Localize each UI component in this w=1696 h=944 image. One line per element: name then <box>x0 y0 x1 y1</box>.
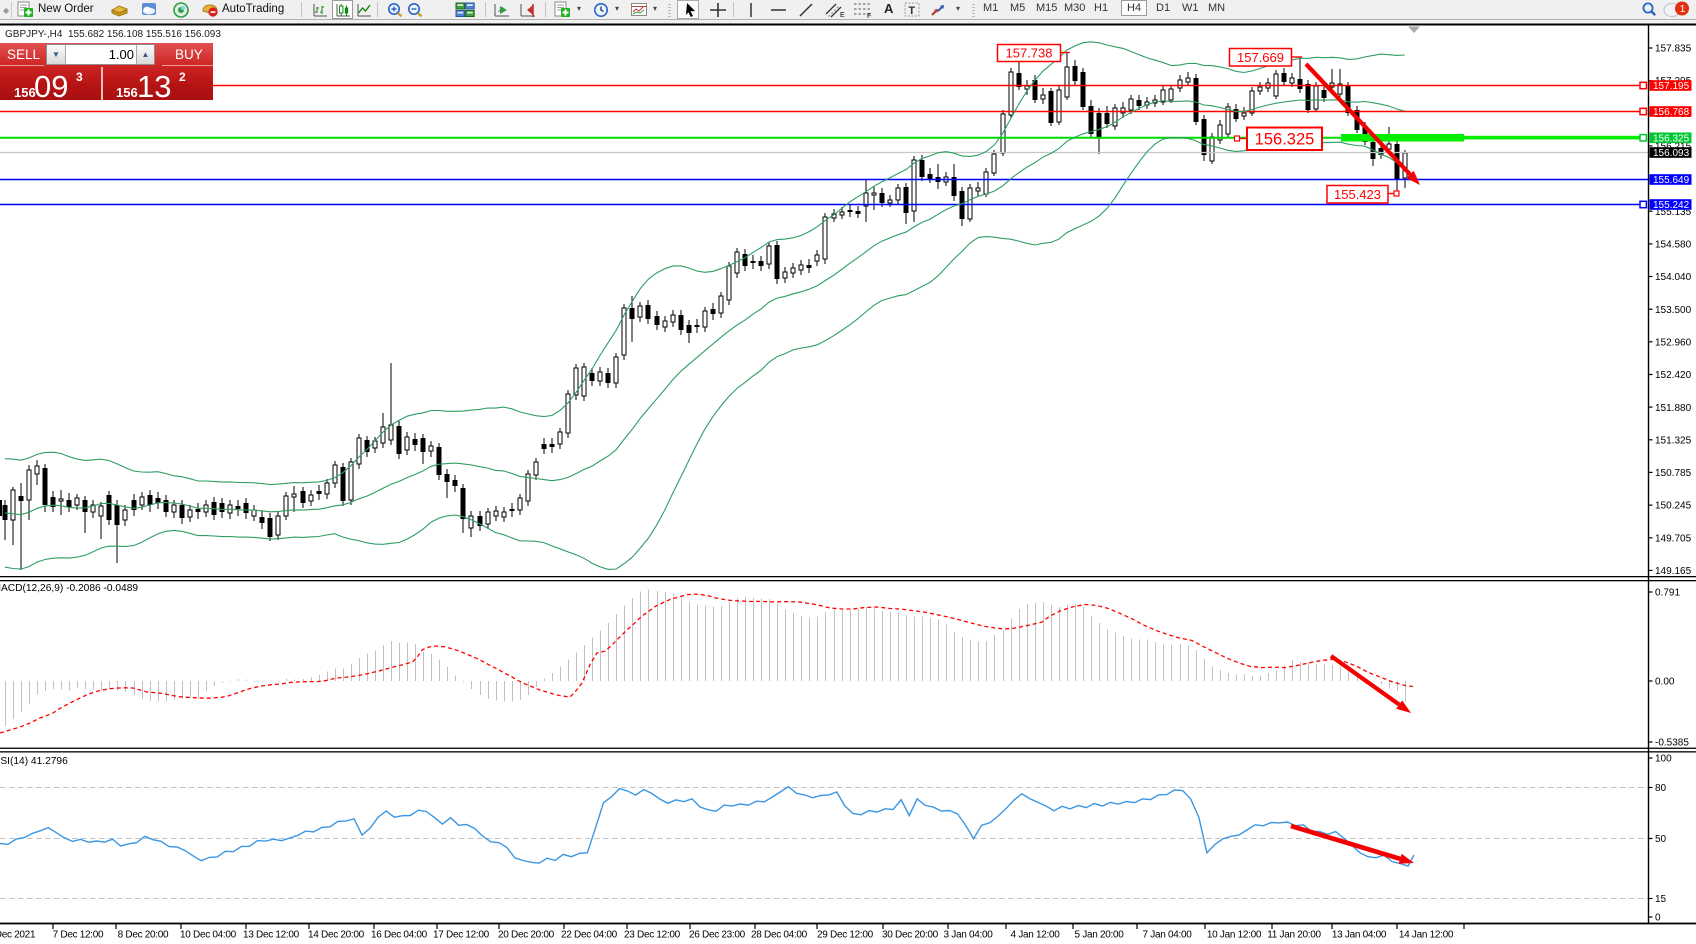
svg-text:14 Dec 20:00: 14 Dec 20:00 <box>308 930 365 941</box>
svg-text:8 Dec 20:00: 8 Dec 20:00 <box>118 930 169 941</box>
svg-text:150.785: 150.785 <box>1655 468 1692 479</box>
svg-text:154.580: 154.580 <box>1655 240 1692 251</box>
svg-text:80: 80 <box>1655 783 1667 794</box>
svg-text:Dec 2021: Dec 2021 <box>0 930 36 941</box>
svg-text:156.325: 156.325 <box>1653 134 1690 145</box>
svg-text:16 Dec 04:00: 16 Dec 04:00 <box>371 930 428 941</box>
svg-text:3 Jan 04:00: 3 Jan 04:00 <box>944 930 994 941</box>
svg-text:154.040: 154.040 <box>1655 272 1692 283</box>
svg-text:156.768: 156.768 <box>1653 107 1690 118</box>
svg-text:26 Dec 23:00: 26 Dec 23:00 <box>689 930 746 941</box>
svg-text:156.215: 156.215 <box>1655 142 1692 153</box>
svg-text:100: 100 <box>1655 754 1672 765</box>
svg-text:156.325: 156.325 <box>1255 131 1315 149</box>
svg-text:149.705: 149.705 <box>1655 533 1692 544</box>
svg-text:22 Dec 04:00: 22 Dec 04:00 <box>561 930 618 941</box>
svg-text:13 Dec 12:00: 13 Dec 12:00 <box>243 930 300 941</box>
svg-text:30 Dec 20:00: 30 Dec 20:00 <box>882 930 939 941</box>
svg-text:157.669: 157.669 <box>1237 50 1284 65</box>
svg-text:F: F <box>867 13 871 19</box>
svg-text:-0.5385: -0.5385 <box>1655 738 1689 749</box>
svg-text:7 Jan 04:00: 7 Jan 04:00 <box>1143 930 1193 941</box>
svg-text:0.791: 0.791 <box>1655 588 1680 599</box>
svg-text:5 Jan 20:00: 5 Jan 20:00 <box>1075 930 1125 941</box>
svg-text:15: 15 <box>1655 894 1667 905</box>
svg-text:151.880: 151.880 <box>1655 403 1692 414</box>
svg-text:157.195: 157.195 <box>1653 81 1690 92</box>
svg-text:152.960: 152.960 <box>1655 337 1692 348</box>
svg-text:0: 0 <box>1655 913 1661 924</box>
svg-text:MACD(12,26,9) -0.2086 -0.0489: MACD(12,26,9) -0.2086 -0.0489 <box>0 583 138 594</box>
svg-text:11 Jan 20:00: 11 Jan 20:00 <box>1267 930 1321 941</box>
svg-text:T: T <box>908 5 915 17</box>
svg-text:28 Dec 04:00: 28 Dec 04:00 <box>751 930 808 941</box>
svg-text:157.738: 157.738 <box>1006 46 1053 61</box>
svg-text:155.649: 155.649 <box>1653 175 1690 186</box>
svg-text:4 Jan 12:00: 4 Jan 12:00 <box>1011 930 1061 941</box>
svg-text:23 Dec 12:00: 23 Dec 12:00 <box>624 930 681 941</box>
svg-text:149.165: 149.165 <box>1655 566 1692 577</box>
svg-text:155.242: 155.242 <box>1653 200 1690 211</box>
svg-text:1: 1 <box>1680 4 1686 15</box>
svg-text:155.135: 155.135 <box>1655 207 1692 218</box>
svg-text:153.500: 153.500 <box>1655 305 1692 316</box>
svg-text:20 Dec 20:00: 20 Dec 20:00 <box>498 930 555 941</box>
svg-text:156.093: 156.093 <box>1653 148 1690 159</box>
svg-text:50: 50 <box>1655 834 1667 845</box>
svg-text:10 Dec 04:00: 10 Dec 04:00 <box>180 930 237 941</box>
svg-text:155.423: 155.423 <box>1334 187 1381 202</box>
svg-text:150.245: 150.245 <box>1655 501 1692 512</box>
svg-text:14 Jan 12:00: 14 Jan 12:00 <box>1399 930 1454 941</box>
svg-text:0.00: 0.00 <box>1655 677 1675 688</box>
svg-text:7 Dec 12:00: 7 Dec 12:00 <box>53 930 104 941</box>
svg-text:13 Jan 04:00: 13 Jan 04:00 <box>1332 930 1387 941</box>
svg-text:152.420: 152.420 <box>1655 370 1692 381</box>
svg-text:10 Jan 12:00: 10 Jan 12:00 <box>1207 930 1262 941</box>
svg-text:29 Dec 12:00: 29 Dec 12:00 <box>817 930 874 941</box>
svg-text:157.835: 157.835 <box>1655 44 1692 55</box>
svg-text:151.325: 151.325 <box>1655 435 1692 446</box>
svg-text:RSI(14) 41.2796: RSI(14) 41.2796 <box>0 756 68 767</box>
svg-text:17 Dec 12:00: 17 Dec 12:00 <box>433 930 490 941</box>
svg-text:E: E <box>840 12 845 19</box>
